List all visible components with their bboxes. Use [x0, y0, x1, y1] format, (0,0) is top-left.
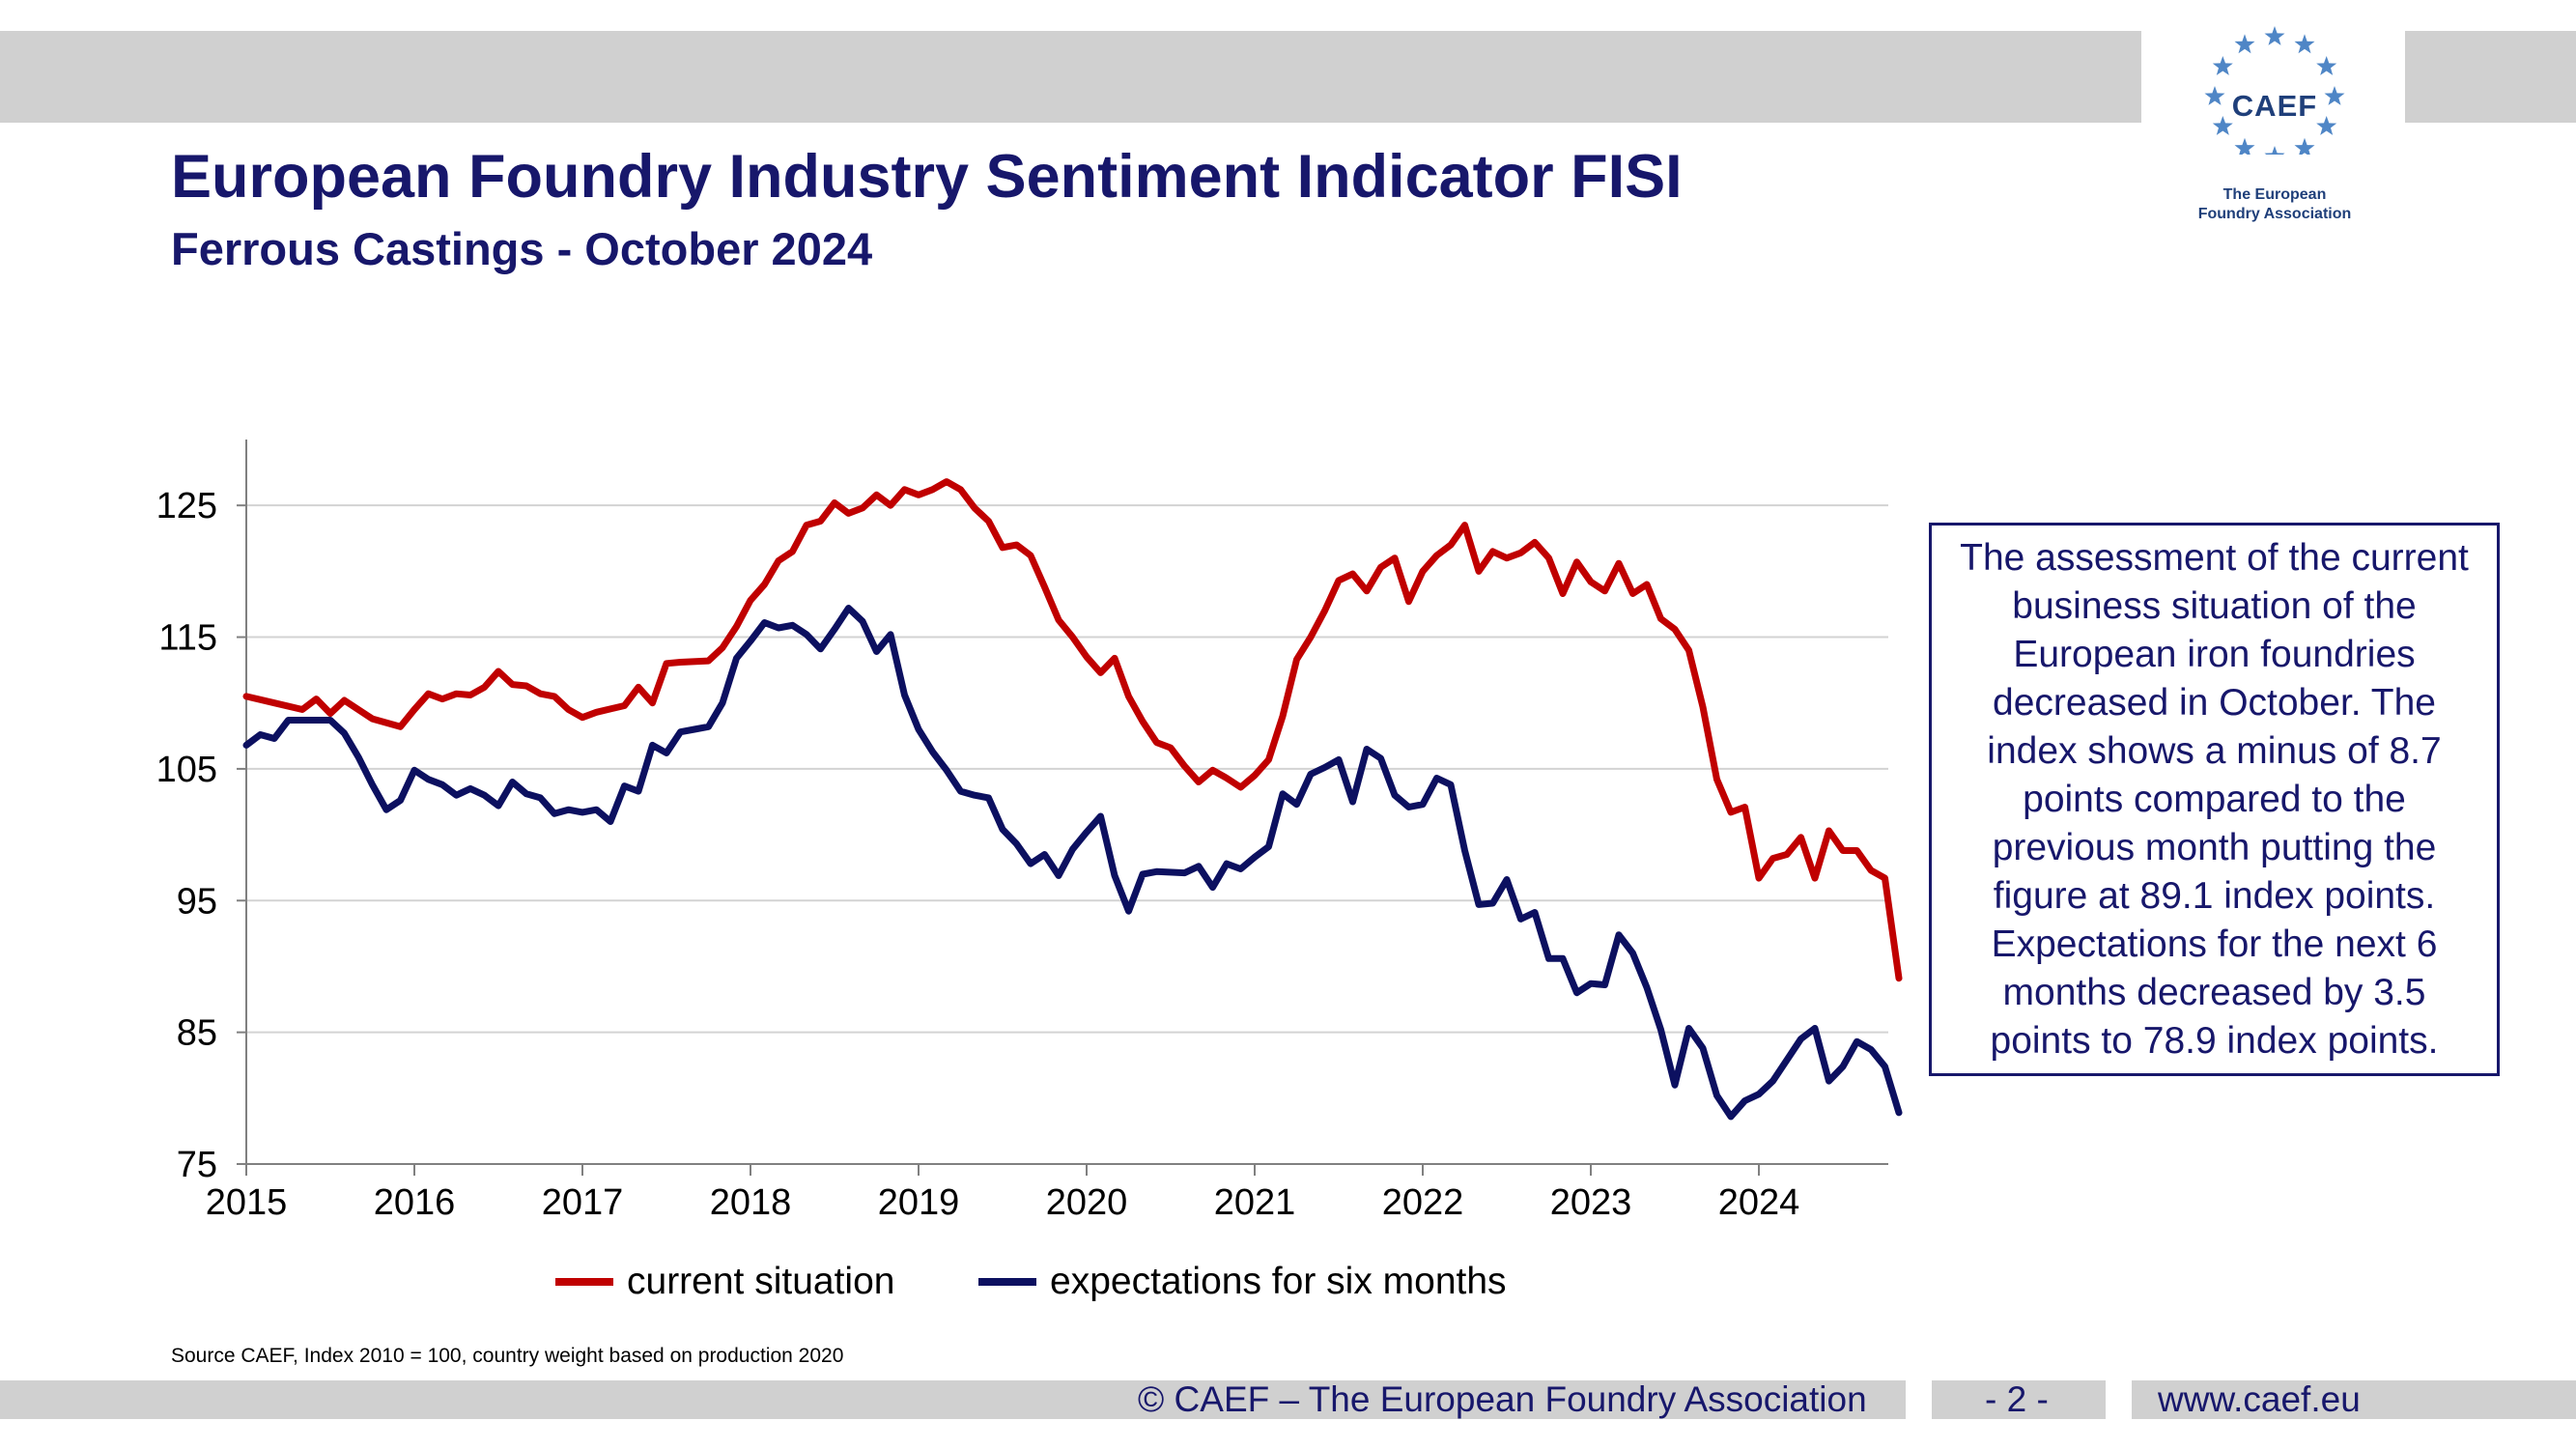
logo-name: CAEF — [2231, 89, 2318, 123]
footer-bar-right — [2132, 1380, 2576, 1419]
x-tick-label: 2019 — [878, 1182, 960, 1223]
x-tick-label: 2016 — [374, 1182, 456, 1223]
logo-star — [2264, 26, 2285, 45]
x-tick-labels: 2015 2016 2017 2018 2019 2020 2021 2022 2023 2024 — [206, 1182, 1800, 1223]
x-tick-label: 2015 — [206, 1182, 288, 1223]
logo-subtitle: The European Foundry Association — [2164, 185, 2386, 224]
header-bar — [0, 31, 2141, 123]
y-tick-label: 75 — [177, 1145, 217, 1185]
y-tick-label: 85 — [177, 1013, 217, 1054]
logo-star — [2234, 137, 2255, 155]
logo-subtitle-line-2: Foundry Association — [2197, 206, 2352, 222]
logo-star — [2212, 116, 2233, 135]
logo-star — [2204, 86, 2225, 105]
header-bar-right — [2405, 31, 2576, 123]
footer-page-number: - 2 - — [1985, 1379, 2049, 1419]
x-tick-label: 2021 — [1214, 1182, 1296, 1223]
footer-website-link[interactable]: www.caef.eu — [2158, 1379, 2361, 1419]
x-tick-label: 2020 — [1046, 1182, 1128, 1223]
grid-lines — [237, 504, 1888, 1165]
logo-star — [2324, 86, 2345, 105]
page-subtitle: Ferrous Castings - October 2024 — [171, 223, 873, 274]
footer-copyright: © CAEF – The European Foundry Associatio… — [1138, 1379, 1867, 1419]
logo-subtitle-line-1: The European — [2222, 186, 2327, 203]
logo-star — [2264, 146, 2285, 155]
logo-star — [2316, 116, 2337, 135]
axes — [245, 440, 1888, 1176]
x-tick-label: 2018 — [710, 1182, 792, 1223]
logo-star — [2212, 56, 2233, 75]
star-ring-icon — [2204, 26, 2345, 155]
commentary-text: The assessment of the current business s… — [1960, 536, 2469, 1062]
legend-swatch-current — [555, 1278, 613, 1286]
y-tick-labels: 75 85 95 105 115 125 — [156, 486, 217, 1185]
x-tick-label: 2023 — [1550, 1182, 1632, 1223]
series-lines — [242, 478, 1903, 1121]
series-line-current — [242, 478, 1903, 982]
legend-item-expectations: expectations for six months — [978, 1261, 1507, 1303]
legend-label-current: current situation — [627, 1261, 895, 1302]
caef-logo: CAEF The European Foundry Association — [2164, 19, 2386, 222]
footer-bar-left — [0, 1380, 1906, 1419]
y-tick-label: 115 — [158, 618, 217, 659]
footer-bar-mid — [1932, 1380, 2106, 1419]
source-note: Source CAEF, Index 2010 = 100, country w… — [171, 1345, 844, 1367]
y-tick-label: 125 — [156, 486, 217, 526]
commentary-box: The assessment of the current business s… — [1929, 523, 2500, 1076]
logo-star — [2234, 34, 2255, 54]
page-title: European Foundry Industry Sentiment Indi… — [171, 143, 1683, 211]
logo-star — [2316, 56, 2337, 75]
legend-item-current: current situation — [555, 1261, 894, 1303]
y-tick-label: 105 — [156, 750, 217, 790]
legend-swatch-expectations — [978, 1278, 1036, 1286]
x-tick-label: 2017 — [542, 1182, 624, 1223]
logo-star — [2294, 137, 2315, 155]
x-tick-label: 2024 — [1718, 1182, 1800, 1223]
x-tick-label: 2022 — [1382, 1182, 1464, 1223]
y-tick-label: 95 — [177, 881, 217, 922]
logo-star — [2294, 34, 2315, 54]
legend-label-expectations: expectations for six months — [1050, 1261, 1507, 1302]
series-line-expectations — [242, 605, 1903, 1121]
